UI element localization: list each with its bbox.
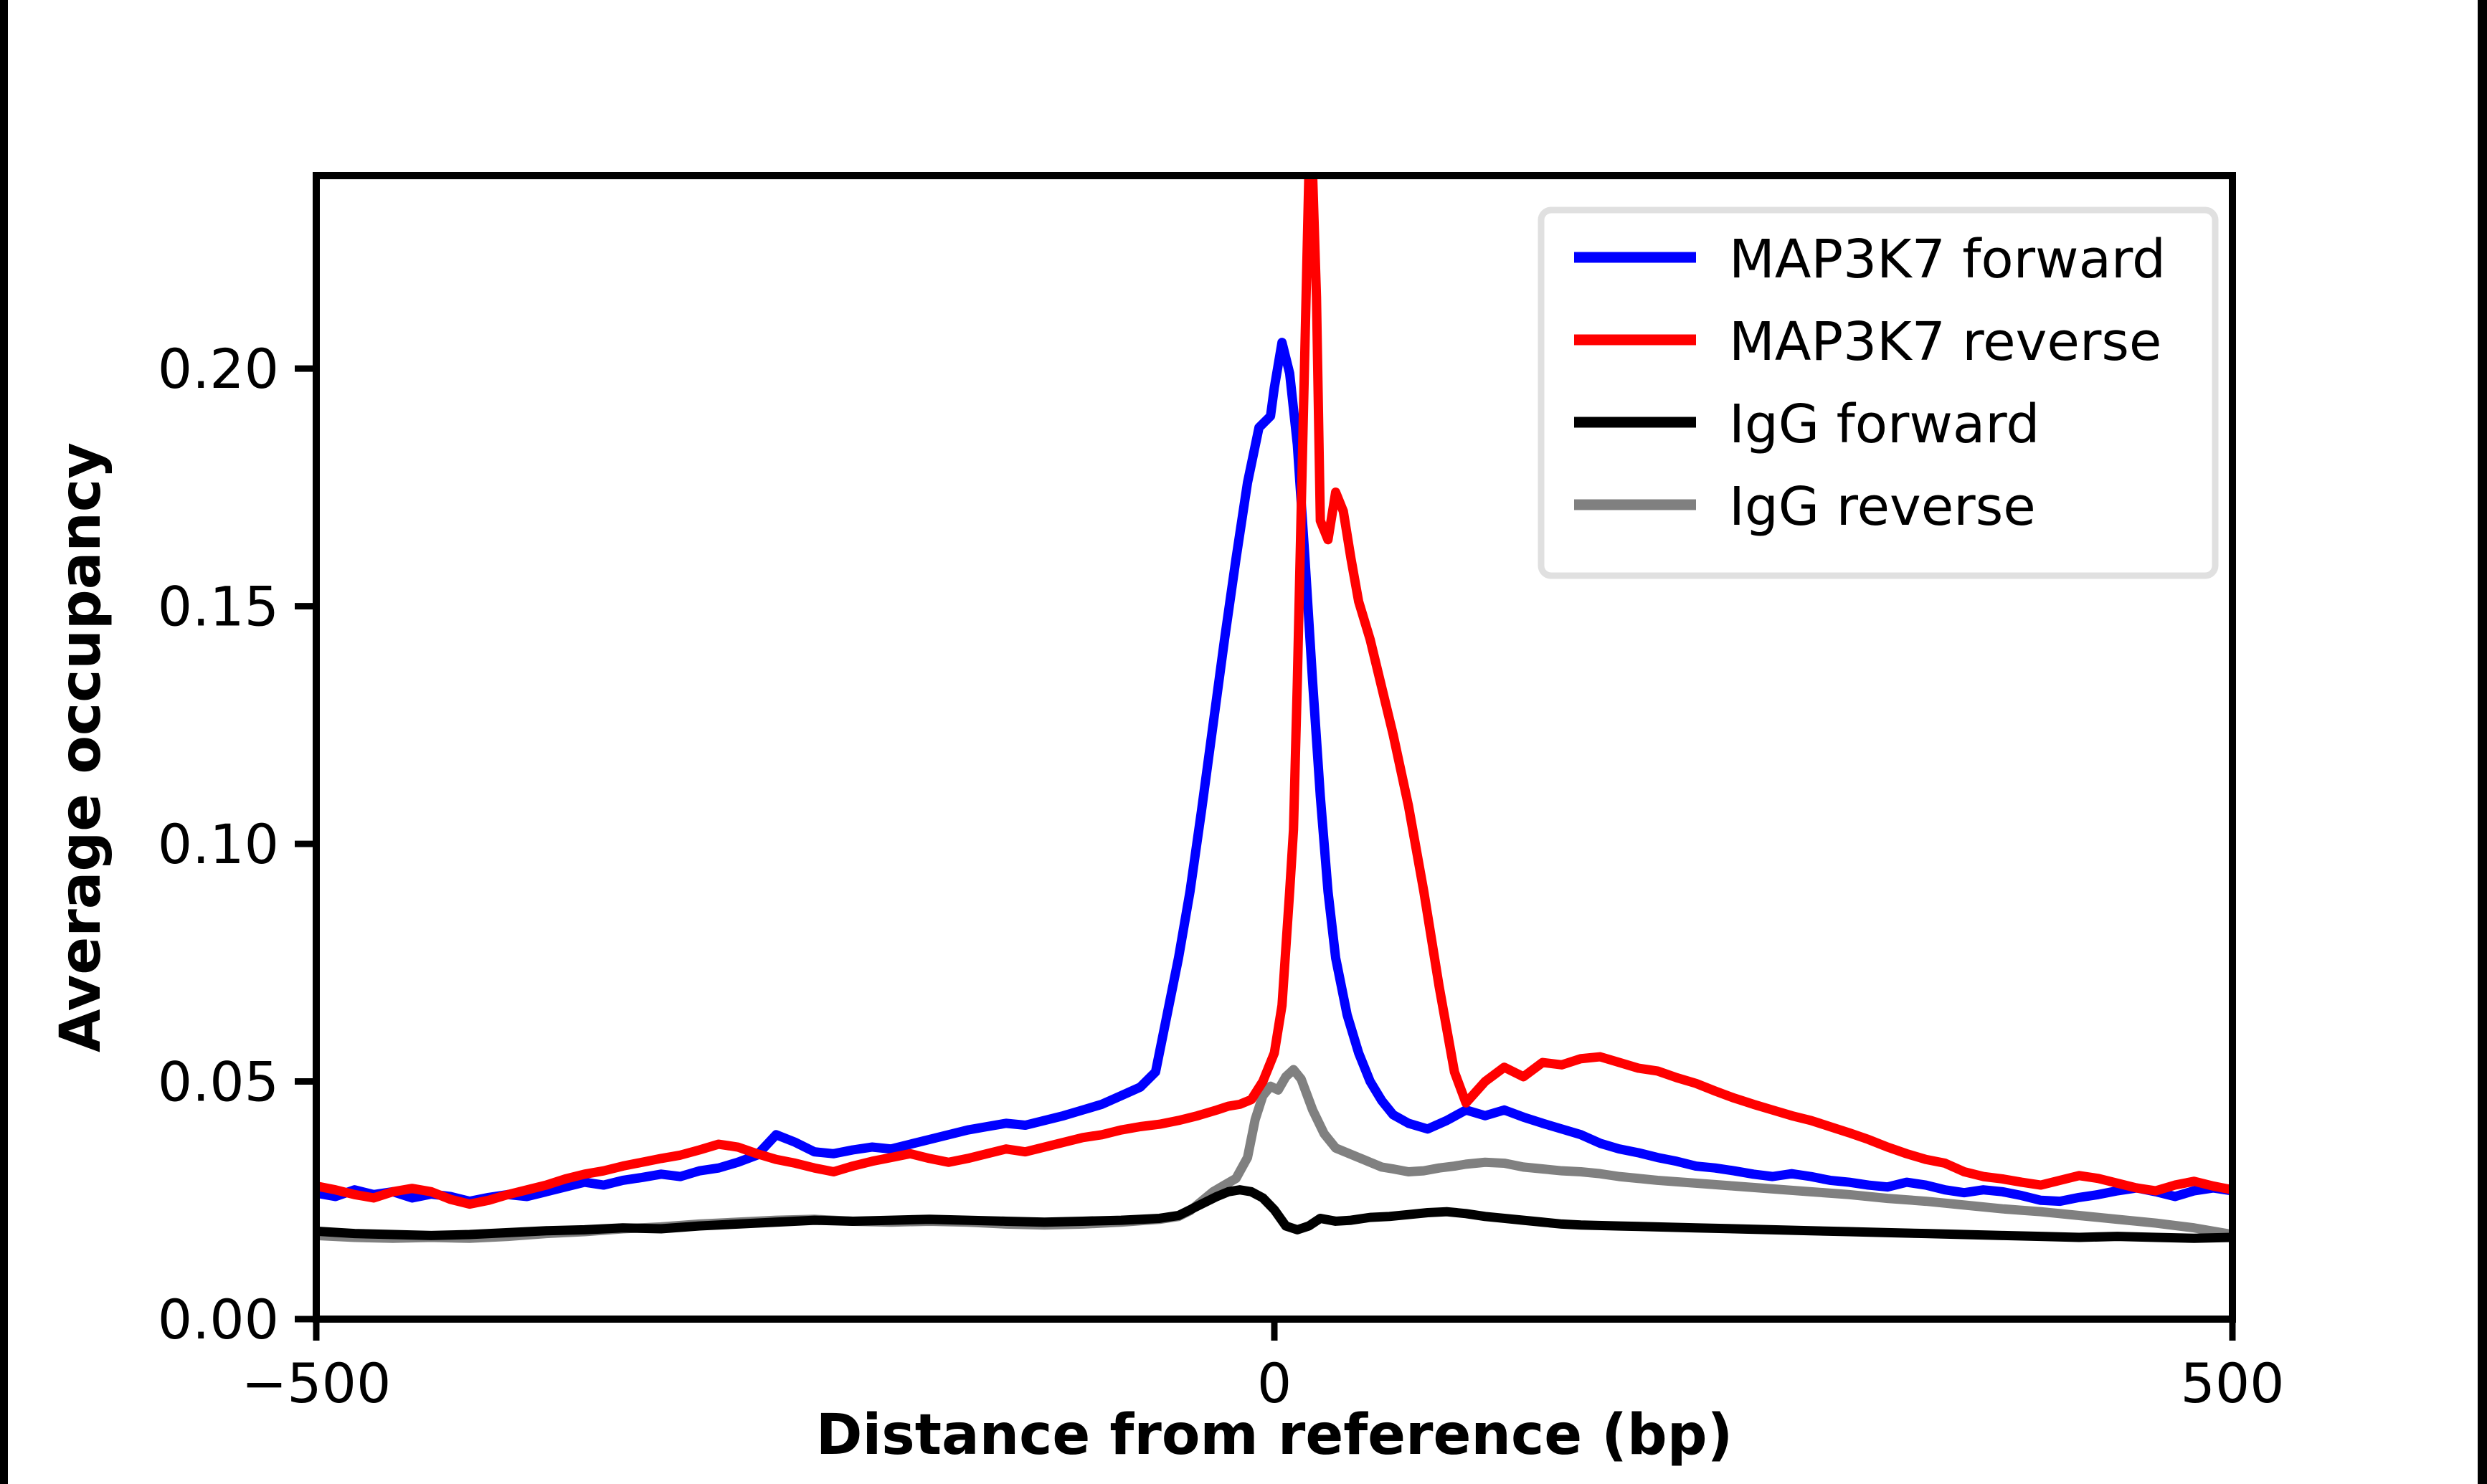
series-line-igg-forward (316, 1185, 2232, 1243)
y-tick-label-2: 0.10 (158, 812, 279, 876)
axis-titles-layer: Distance from reference (bp) Average occu… (49, 442, 1733, 1468)
y-tick-label-3: 0.15 (158, 575, 279, 639)
series-line-map3k7-reverse (316, 176, 2232, 1209)
legend-box (1538, 206, 2219, 579)
x-tick-label-2: 500 (2180, 1351, 2284, 1415)
chart-canvas: 0.00 0.05 0.10 0.15 0.20 −500 0 500 Distance fr… (8, 0, 2478, 1484)
legend[interactable]: MAP3K7 forward MAP3K7 reverse IgG forward I… (1538, 206, 2219, 579)
legend-label-3: IgG reverse (1729, 476, 2036, 538)
y-axis-title: Average occupancy (49, 442, 113, 1052)
y-tick-label-1: 0.05 (158, 1050, 279, 1114)
ticks-layer: 0.00 0.05 0.10 0.15 0.20 −500 0 500 (158, 337, 2285, 1415)
x-axis-title: Distance from reference (bp) (816, 1403, 1733, 1468)
legend-label-1: MAP3K7 reverse (1729, 311, 2161, 373)
x-tick-label-1: 0 (1257, 1351, 1292, 1415)
y-tick-label-4: 0.20 (158, 337, 279, 401)
series-line-map3k7-forward (316, 338, 2232, 1207)
y-tick-label-0: 0.00 (158, 1288, 279, 1351)
x-tick-label-0: −500 (242, 1351, 392, 1415)
legend-label-2: IgG forward (1729, 394, 2040, 455)
series-layer (316, 176, 2232, 1243)
legend-label-0: MAP3K7 forward (1729, 229, 2166, 290)
